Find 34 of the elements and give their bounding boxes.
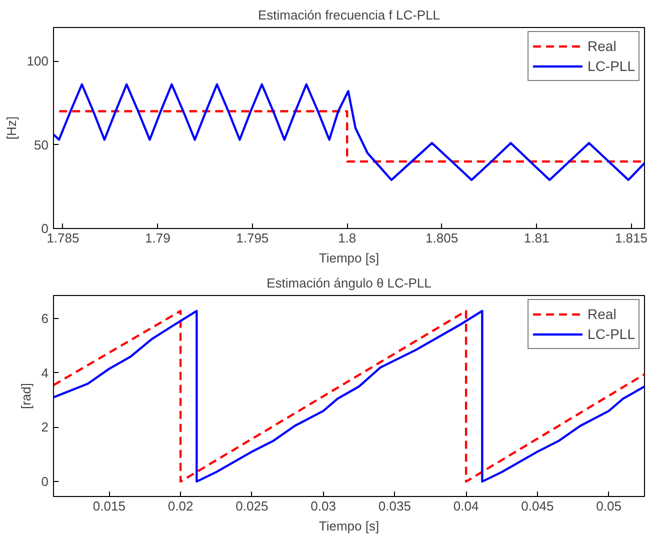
y-tick-label: 4 (41, 365, 49, 380)
x-tick-label: 0.03 (310, 498, 336, 514)
legend-label: Real (588, 306, 616, 322)
x-axis-title: Tiempo [s] (318, 518, 380, 534)
x-tick-label: 1.795 (236, 230, 269, 246)
legend-label: LC-PLL (588, 58, 635, 74)
y-tick-label: 0 (41, 221, 49, 236)
y-tick-label: 0 (41, 474, 49, 490)
y-axis-title: [Hz] (4, 116, 19, 140)
line-series (54, 83, 644, 182)
x-tick-label: 0.035 (378, 498, 411, 514)
x-tick-label: 1.785 (46, 230, 80, 246)
legend-label: Real (588, 38, 616, 54)
x-tick-label: 0.05 (596, 498, 622, 514)
x-tick-label: 0.025 (236, 498, 268, 514)
x-tick-label: 0.04 (453, 498, 479, 514)
x-tick-label: 1.8 (338, 230, 356, 246)
y-axis-title: [rad] (18, 382, 34, 410)
x-tick-label: 1.805 (426, 230, 458, 246)
x-axis-title: Tiempo [s] (318, 250, 380, 266)
chart-title: Estimación ángulo θ LC-PLL (266, 276, 432, 290)
line-series (54, 310, 644, 483)
x-tick-label: 0.045 (521, 498, 554, 514)
x-tick-label: 1.815 (614, 230, 648, 246)
y-tick-label: 100 (26, 54, 49, 68)
y-tick-label: 2 (41, 420, 49, 435)
x-tick-label: 1.79 (145, 230, 170, 246)
legend-label: LC-PLL (588, 326, 635, 342)
x-tick-label: 0.015 (92, 498, 126, 514)
y-tick-label: 50 (34, 137, 49, 152)
y-tick-label: 6 (41, 311, 49, 326)
x-tick-label: 1.81 (524, 230, 550, 246)
x-tick-label: 0.02 (168, 498, 194, 514)
chart-title: Estimación frecuencia f LC-PLL (258, 8, 440, 22)
